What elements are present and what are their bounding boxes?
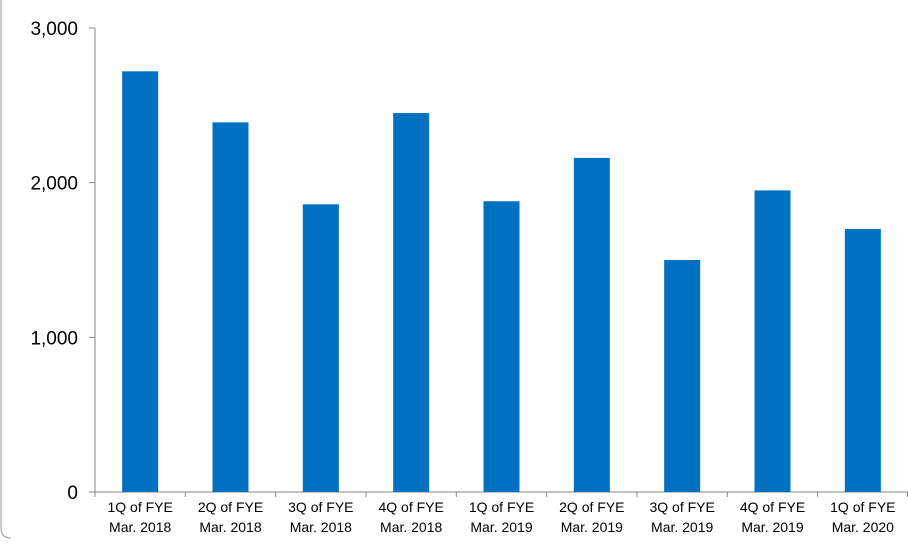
x-tick-label: 1Q of FYE Mar. 2018: [107, 499, 172, 535]
bar: [844, 229, 881, 493]
x-tick-label: 1Q of FYE Mar. 2019: [469, 499, 534, 535]
y-axis: 0 1,000 2,000 3,000: [30, 19, 96, 504]
x-tick-label-line: Mar. 2018: [290, 519, 352, 535]
x-tick-label: 3Q of FYE Mar. 2018: [288, 499, 353, 535]
bar: [483, 201, 520, 492]
x-tick-label: 4Q of FYE Mar. 2019: [740, 499, 805, 535]
x-tick-label-line: 2Q of FYE: [198, 499, 263, 515]
x-tick-label: 1Q of FYE Mar. 2020: [830, 499, 895, 535]
x-tick-label-line: 4Q of FYE: [378, 499, 443, 515]
x-axis: [94, 491, 908, 497]
y-tick-label: 1,000: [30, 328, 78, 349]
bar: [393, 113, 430, 493]
x-tick-label-line: Mar. 2018: [199, 519, 261, 535]
y-tick-label: 0: [67, 483, 78, 504]
x-tick-label-line: Mar. 2018: [109, 519, 171, 535]
x-tick-label-line: Mar. 2019: [651, 519, 713, 535]
chart-frame-border: [0, 0, 12, 539]
bar: [302, 204, 339, 492]
x-tick-label-line: Mar. 2020: [832, 519, 894, 535]
x-tick-label: 3Q of FYE Mar. 2019: [649, 499, 714, 535]
bar-series: [122, 71, 881, 493]
x-tick-label-line: 4Q of FYE: [740, 499, 805, 515]
x-tick-label-line: 2Q of FYE: [559, 499, 624, 515]
x-tick-label-line: Mar. 2019: [561, 519, 623, 535]
x-tick-label-line: 1Q of FYE: [469, 499, 534, 515]
x-tick-label-line: 3Q of FYE: [649, 499, 714, 515]
x-tick-label-line: Mar. 2018: [380, 519, 442, 535]
x-tick-label-line: 1Q of FYE: [107, 499, 172, 515]
bar: [122, 71, 159, 492]
x-tick-label: 4Q of FYE Mar. 2018: [378, 499, 443, 535]
x-tick-label: 2Q of FYE Mar. 2019: [559, 499, 624, 535]
x-tick-label-line: 3Q of FYE: [288, 499, 353, 515]
bar: [664, 260, 701, 492]
bar: [212, 122, 249, 492]
y-tick-label: 3,000: [30, 19, 78, 40]
bar: [754, 190, 791, 492]
y-tick-label: 2,000: [30, 174, 78, 195]
x-tick-label-line: Mar. 2019: [741, 519, 803, 535]
x-tick-label-line: Mar. 2019: [470, 519, 532, 535]
bar: [573, 157, 610, 493]
x-tick-label-line: 1Q of FYE: [830, 499, 895, 515]
x-tick-label: 2Q of FYE Mar. 2018: [198, 499, 263, 535]
